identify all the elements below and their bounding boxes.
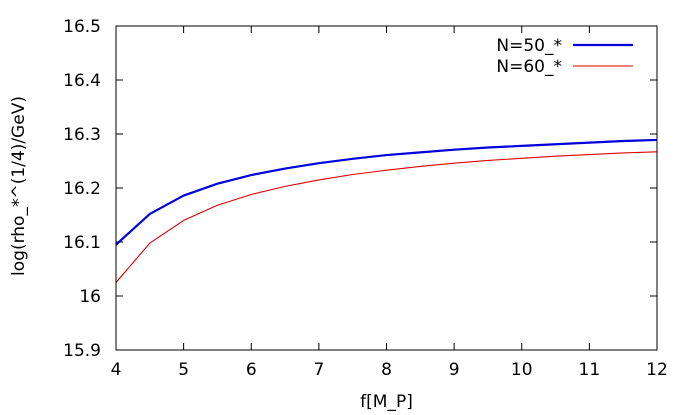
y-tick-label: 16.5 (63, 17, 101, 37)
x-axis-title: f[M_P] (360, 392, 413, 412)
y-tick-label: 16.3 (63, 125, 101, 145)
legend: N=50_*N=60_* (496, 36, 633, 77)
x-tick-label: 8 (381, 360, 392, 380)
legend-label-2: N=60_* (496, 57, 562, 77)
plot-frame (115, 25, 658, 351)
x-tick-label: 10 (511, 360, 533, 380)
x-tick-label: 4 (111, 360, 122, 380)
y-tick-label: 16 (79, 287, 101, 307)
x-tick-label: 9 (449, 360, 460, 380)
x-tick-label: 5 (178, 360, 189, 380)
series-line-1 (115, 138, 658, 246)
y-tick-label: 16.4 (63, 71, 101, 91)
y-tick-label: 16.2 (63, 179, 101, 199)
x-tick-label: 11 (579, 360, 601, 380)
tick-labels: 4 5 6 7 8 9 10 11 12 15.9 16 16.1 16.2 16.3 16.4 16.5 (63, 17, 668, 380)
y-axis-title: log(rho_*^(1/4)/GeV) (9, 96, 29, 276)
axis-ticks (115, 25, 658, 351)
x-tick-label: 7 (313, 360, 324, 380)
x-tick-label: 12 (646, 360, 668, 380)
legend-label-1: N=50_* (496, 36, 562, 56)
y-tick-label: 15.9 (63, 341, 101, 361)
x-tick-label: 6 (246, 360, 257, 380)
y-tick-label: 16.1 (63, 233, 101, 253)
series-line-2 (115, 151, 658, 283)
series-layer (115, 138, 658, 283)
